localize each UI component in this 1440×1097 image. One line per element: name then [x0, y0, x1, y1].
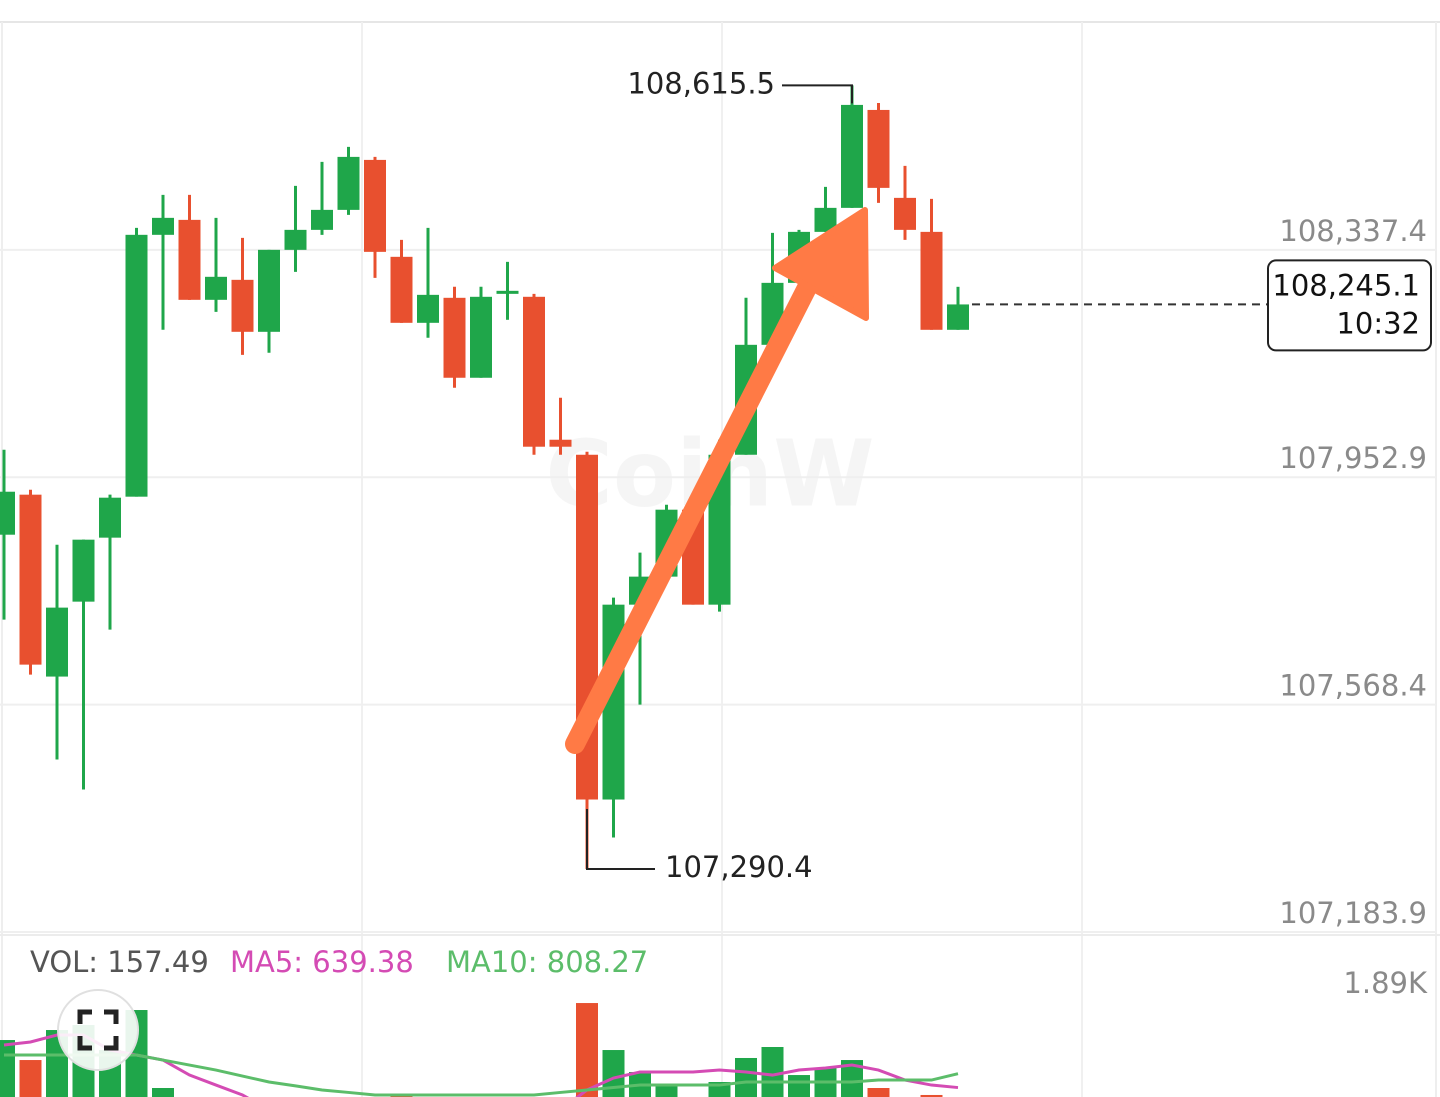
candle-body: [841, 104, 863, 208]
candle-body: [125, 234, 148, 497]
candle-body: [337, 156, 360, 210]
candle-body: [496, 290, 519, 294]
volume-label: VOL: 157.49: [30, 945, 209, 979]
fullscreen-button[interactable]: [57, 989, 139, 1071]
candle-body: [205, 276, 227, 300]
volume-bar: [152, 1088, 174, 1097]
candle-body: [46, 607, 68, 677]
y-tick-label: 107,568.4: [1279, 669, 1427, 703]
candle-body: [99, 497, 121, 538]
candle-body: [258, 249, 280, 332]
ma10-line: [4, 1053, 959, 1097]
ma5-label: MA5: 639.38: [230, 945, 414, 979]
fullscreen-icon: [77, 1009, 119, 1051]
candle-body: [947, 304, 969, 330]
last-price-box: [1267, 259, 1432, 352]
candle-body: [284, 229, 307, 250]
volume-tick-label: 1.89K: [1343, 966, 1428, 1000]
candle-body: [364, 159, 386, 252]
ma10-label: MA10: 808.27: [446, 945, 648, 979]
candle-body: [443, 297, 466, 378]
y-tick-label: 108,337.4: [1279, 214, 1427, 248]
candle-body: [152, 217, 174, 235]
candle-body: [894, 197, 916, 230]
candle-body: [814, 207, 837, 232]
volume-bar: [788, 1075, 810, 1097]
last-price: 108,245.1: [1272, 268, 1420, 302]
volume-bar: [602, 1050, 625, 1097]
low-leader: [586, 809, 655, 871]
y-tick-label: 107,183.9: [1279, 896, 1427, 930]
candle-body: [231, 279, 254, 332]
candle-body: [523, 296, 545, 447]
volume-bar: [867, 1088, 890, 1097]
volume-bar: [761, 1047, 784, 1097]
candle-body: [867, 109, 890, 188]
button-bg: [57, 989, 139, 1071]
candle-body: [920, 231, 943, 330]
volume-bar: [576, 1003, 598, 1097]
volume-bar: [920, 1094, 943, 1097]
candle-body: [72, 539, 95, 602]
candle-body: [19, 494, 42, 665]
high-label: 108,615.5: [627, 66, 775, 100]
volume-bar: [841, 1060, 863, 1097]
candle-body: [470, 296, 492, 378]
volume-bar: [655, 1085, 678, 1097]
candle-body: [549, 439, 572, 447]
volume-bar: [735, 1057, 757, 1097]
candle-body: [178, 219, 201, 300]
high-leader: [782, 84, 853, 104]
arrow-head: [772, 207, 869, 321]
volume-bar: [19, 1060, 42, 1097]
candle-body: [0, 491, 15, 535]
arrow-shaft: [565, 262, 825, 754]
low-label: 107,290.4: [665, 850, 813, 884]
candle-body: [390, 256, 413, 323]
candle-body: [417, 294, 439, 323]
candle-body: [311, 209, 333, 230]
last-time: 10:32: [1336, 306, 1420, 340]
y-tick-label: 107,952.9: [1279, 441, 1427, 475]
volume-bar: [0, 1040, 15, 1097]
